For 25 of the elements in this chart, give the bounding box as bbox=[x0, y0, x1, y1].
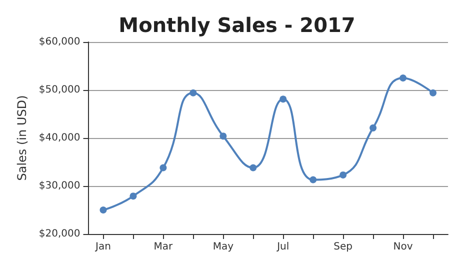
point bbox=[310, 176, 317, 184]
y-tick-label: $40,000 bbox=[38, 132, 80, 144]
point bbox=[430, 89, 437, 96]
x-tick-label: Sep bbox=[334, 242, 353, 252]
x-tick-label: Nov bbox=[393, 242, 413, 252]
chart-title: Monthly Sales - 2017 bbox=[118, 13, 356, 37]
point bbox=[130, 192, 137, 200]
point bbox=[160, 164, 167, 172]
y-tick-label: $20,000 bbox=[38, 228, 80, 240]
x-tick-label: Mar bbox=[154, 242, 174, 252]
point bbox=[340, 171, 347, 178]
x-tick-label: Jan bbox=[94, 242, 111, 252]
y-tick-label: $50,000 bbox=[38, 84, 80, 96]
point bbox=[370, 124, 377, 132]
point bbox=[100, 206, 107, 214]
point bbox=[250, 164, 257, 172]
y-axis-title: Sales (in USD) bbox=[15, 95, 29, 181]
x-tick-label: May bbox=[212, 242, 234, 252]
y-tick-label: $30,000 bbox=[38, 180, 80, 192]
point bbox=[400, 74, 407, 82]
x-tick-label: Jul bbox=[276, 242, 290, 252]
point bbox=[190, 89, 197, 96]
point bbox=[280, 96, 287, 103]
point bbox=[220, 132, 227, 140]
y-tick-label: $60,000 bbox=[38, 36, 80, 48]
